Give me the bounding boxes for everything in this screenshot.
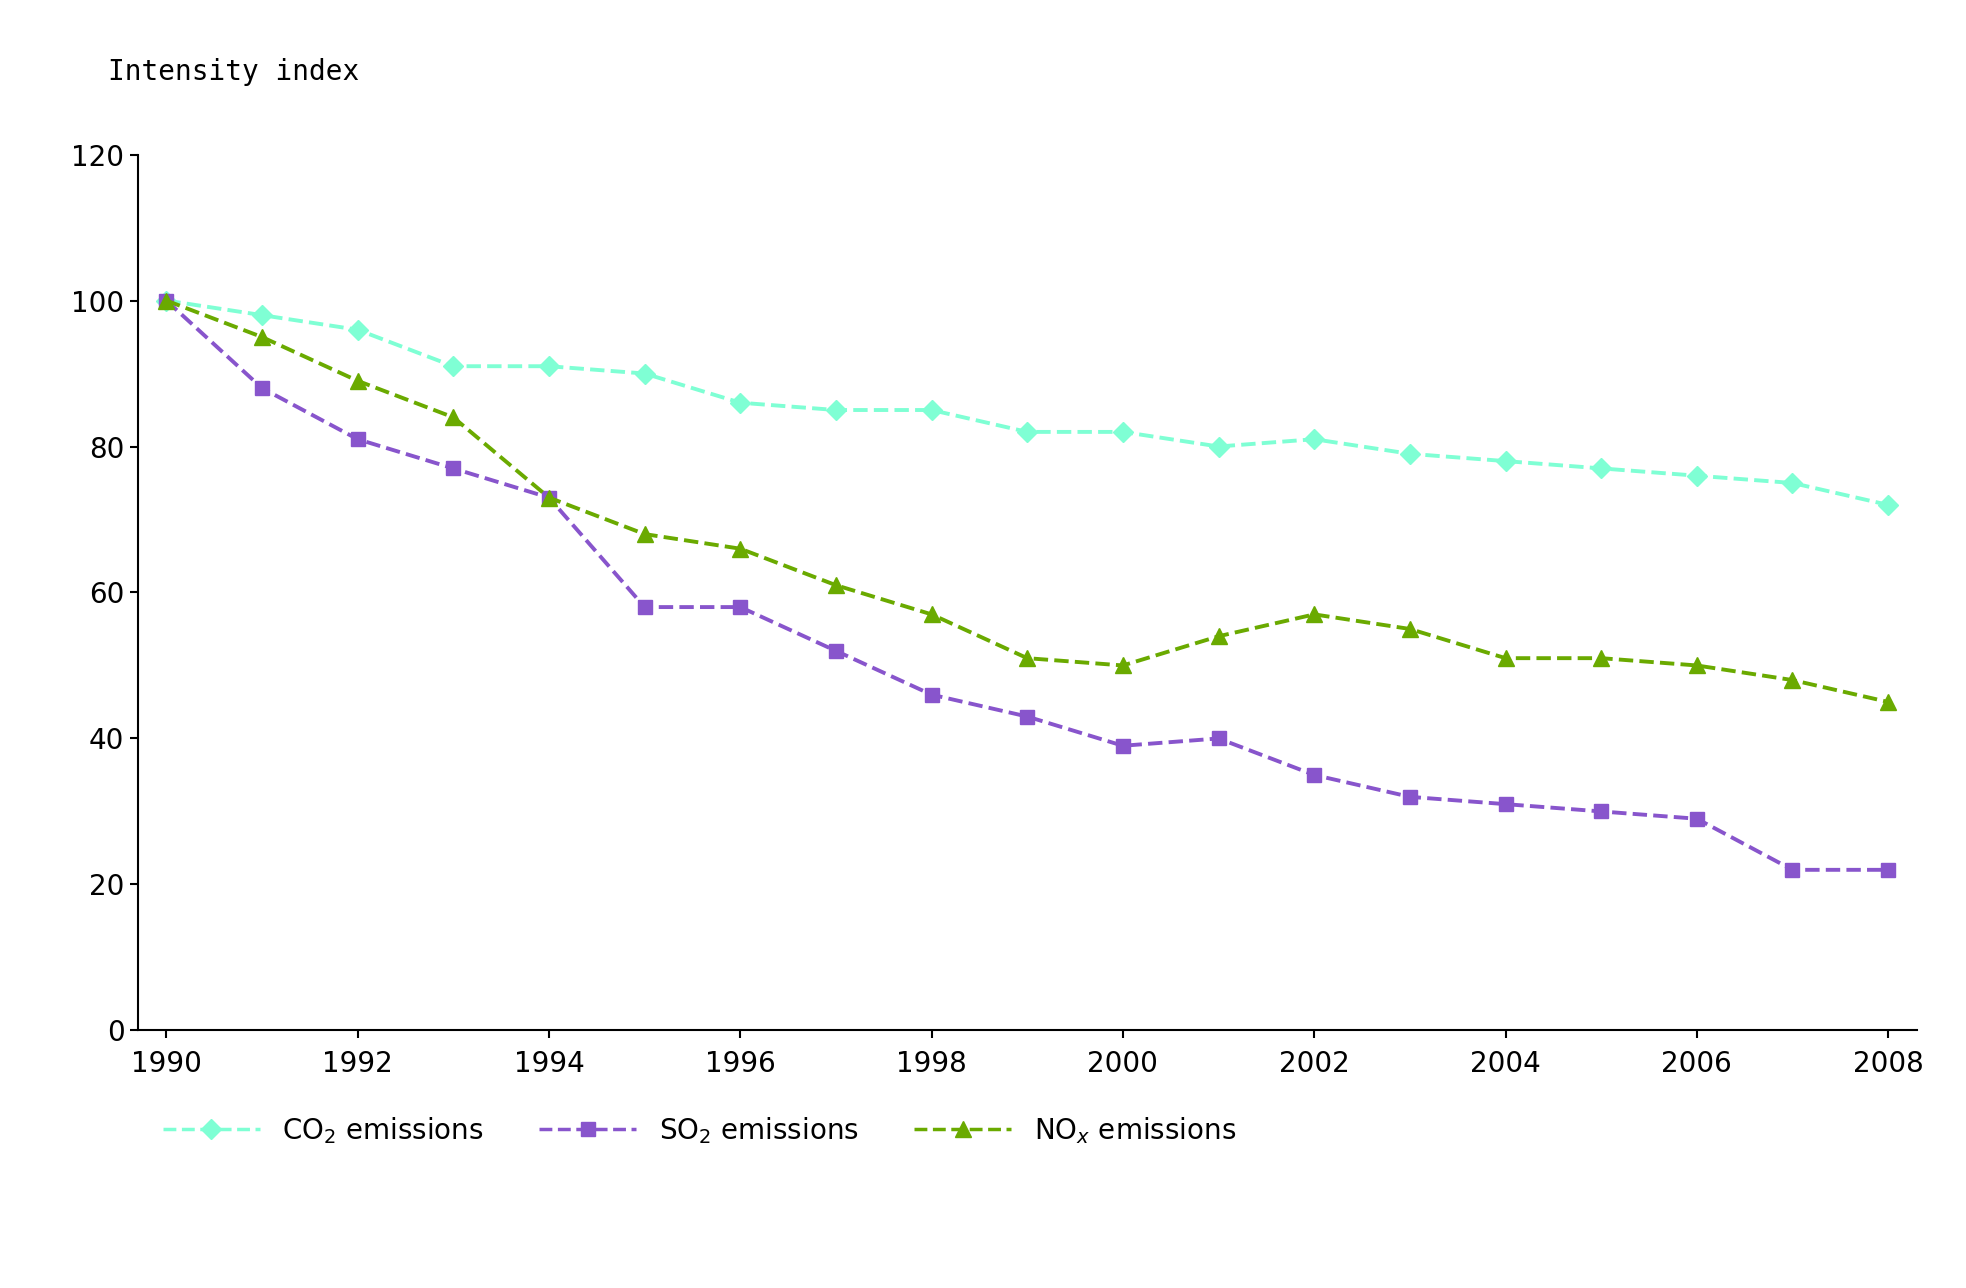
Text: Intensity index: Intensity index bbox=[108, 58, 360, 86]
Legend: CO$_2$ emissions, SO$_2$ emissions, NO$_x$ emissions: CO$_2$ emissions, SO$_2$ emissions, NO$_… bbox=[151, 1104, 1246, 1157]
